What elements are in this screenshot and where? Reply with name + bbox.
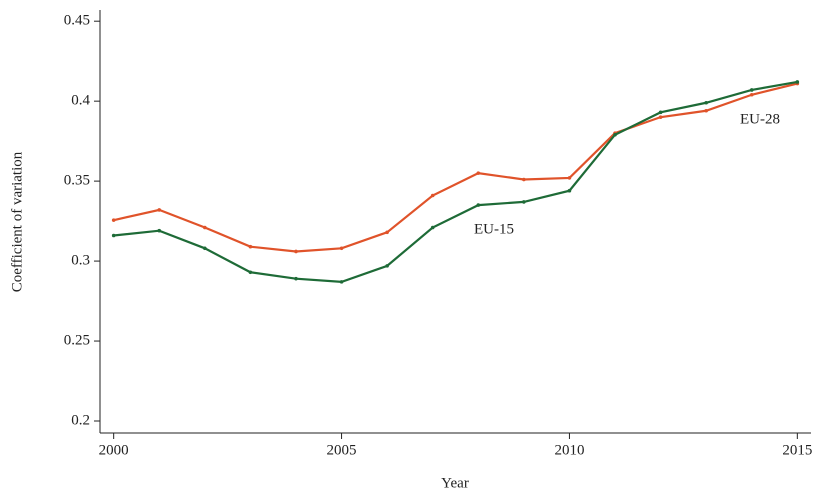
point — [567, 188, 572, 193]
series-line — [113, 80, 798, 283]
point — [111, 218, 116, 222]
point — [658, 115, 663, 119]
point — [567, 176, 572, 180]
series-line — [113, 82, 798, 253]
x-tick-label: 2005 — [327, 442, 357, 458]
y-tick-label: 0.35 — [64, 173, 90, 189]
y-tick-label: 0.4 — [71, 93, 90, 109]
y-tick-label: 0.45 — [64, 13, 90, 29]
point — [430, 193, 435, 198]
y-axis-label: Coefficient of variation — [9, 151, 25, 292]
point — [613, 132, 617, 137]
point — [111, 233, 116, 238]
point — [294, 276, 298, 281]
point — [430, 225, 435, 230]
point — [248, 270, 253, 275]
point — [749, 92, 754, 97]
point — [385, 264, 389, 268]
point — [339, 280, 344, 284]
x-tick-label: 2000 — [99, 442, 129, 458]
point — [658, 110, 663, 115]
point — [476, 171, 481, 175]
point — [795, 80, 800, 84]
point — [522, 177, 526, 182]
y-tick-label: 0.3 — [71, 253, 90, 269]
point — [248, 244, 253, 249]
x-tick-label: 2010 — [554, 442, 584, 458]
point — [294, 249, 298, 254]
y-tick-label: 0.25 — [64, 332, 90, 348]
y-tick-label: 0.2 — [71, 412, 90, 428]
point — [385, 230, 389, 235]
series-label: EU-15 — [474, 221, 514, 237]
x-tick-label: 2015 — [782, 442, 812, 458]
point — [203, 246, 207, 251]
point — [704, 100, 708, 105]
point — [157, 228, 162, 233]
point — [203, 225, 207, 230]
series-label: EU-28 — [740, 111, 780, 127]
point — [339, 246, 344, 251]
x-axis-label: Year — [441, 475, 469, 491]
point — [476, 203, 481, 207]
point — [522, 200, 526, 204]
point — [749, 88, 754, 92]
point — [704, 108, 708, 113]
point — [157, 208, 162, 212]
